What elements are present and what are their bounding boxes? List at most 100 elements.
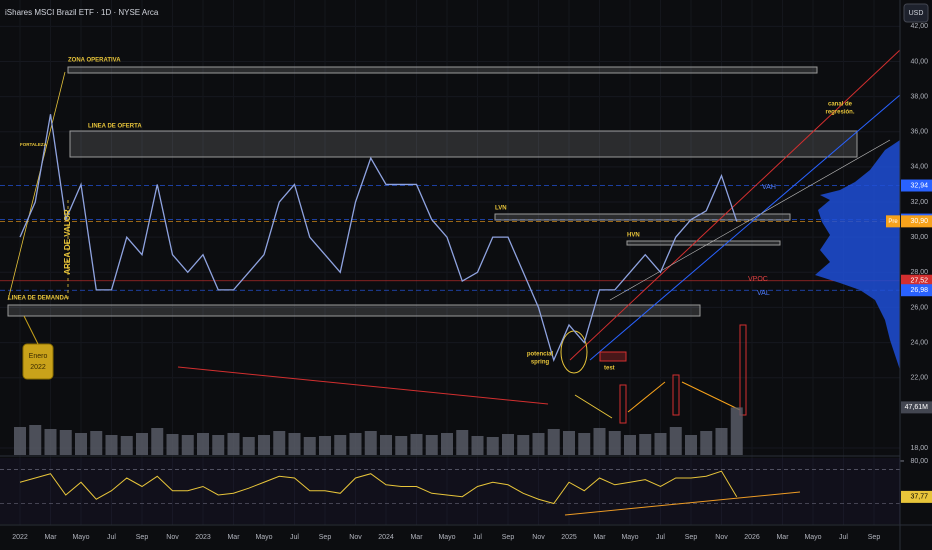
linea-demanda-box: [7, 304, 701, 317]
volume-bar: [669, 427, 682, 455]
x-tick-label: Mar: [410, 534, 423, 541]
y-tick-label: 40,00: [910, 58, 928, 65]
x-tick-label: Jul: [839, 534, 848, 541]
arrow: [177, 366, 549, 405]
volume-bar: [303, 437, 316, 455]
x-tick-label: Sep: [502, 534, 515, 541]
price-label: 27,52: [910, 278, 928, 285]
arrow: [574, 394, 613, 419]
annotation: Enero: [29, 353, 48, 360]
x-tick-label: Nov: [349, 534, 362, 541]
x-tick-label: Mar: [593, 534, 606, 541]
y-tick-label: 32,00: [910, 199, 928, 206]
volume-bar: [212, 435, 225, 455]
volume-bar: [151, 428, 164, 455]
enero-box: [22, 343, 54, 380]
x-tick-label: Mar: [227, 534, 240, 541]
annotation: LINEA DE DEMANDA: [8, 296, 69, 302]
annotation: HVN: [627, 233, 640, 239]
volume-bar: [334, 435, 347, 455]
x-tick-label: Mayo: [255, 534, 272, 541]
volume-bar: [715, 428, 728, 455]
y-tick-label: 28,00: [910, 269, 928, 276]
enero-pointer: [23, 315, 39, 345]
volume-bar: [593, 428, 606, 455]
volume-bar: [685, 435, 697, 455]
chart-title: iShares MSCI Brazil ETF · 1D · NYSE Arca: [5, 8, 159, 17]
volume-bar: [532, 433, 545, 455]
volume-bar: [654, 433, 667, 455]
x-tick-label: Jul: [473, 534, 482, 541]
price-label-box: [901, 215, 932, 228]
currency-button[interactable]: [903, 3, 929, 23]
y-tick-label: 42,00: [910, 23, 928, 30]
annotation: LINEA DE OFERTA: [88, 124, 142, 130]
x-tick-label: Jul: [290, 534, 299, 541]
annotation: FORTALEZA: [20, 142, 48, 147]
volume-bar: [395, 436, 408, 455]
volume-bar: [273, 431, 286, 455]
annotation: canal de: [828, 102, 853, 108]
volume-bar: [730, 407, 743, 455]
volume-bar: [608, 431, 621, 455]
x-tick-label: 2026: [744, 534, 760, 541]
volume-bar: [136, 433, 148, 455]
volume-bar: [624, 435, 636, 455]
volume-bar: [319, 436, 331, 455]
x-tick-label: Mayo: [804, 534, 821, 541]
price-label-box: [901, 274, 932, 287]
volume-bar: [486, 437, 499, 455]
y-tick-label: 34,00: [910, 164, 928, 171]
rsi-label: 37,77: [910, 494, 928, 501]
volume-bar: [410, 434, 423, 455]
volume-bar: [166, 434, 179, 455]
linea-oferta-box: [69, 130, 858, 158]
volume-bar: [502, 434, 514, 455]
x-tick-label: Mayo: [621, 534, 638, 541]
volume-box: [619, 384, 627, 424]
annotation: VAH: [762, 184, 776, 191]
volume-bar: [90, 431, 103, 455]
rsi-tick-label: 80,00: [910, 458, 928, 465]
volume-bar: [578, 433, 591, 455]
pre-box: [886, 215, 900, 228]
x-tick-label: Sep: [868, 534, 881, 541]
volume-bar: [364, 431, 377, 455]
y-tick-label: 18,00: [910, 445, 928, 452]
volume-bar: [44, 429, 57, 455]
price-label-box: [901, 284, 932, 297]
volume-bar: [59, 430, 72, 455]
volume-box: [672, 374, 680, 416]
y-tick-label: 24,00: [910, 339, 928, 346]
price-label: 26,98: [910, 287, 928, 294]
annotation: VAL: [757, 290, 770, 297]
y-tick-label: 22,00: [910, 375, 928, 382]
x-tick-label: Mar: [44, 534, 57, 541]
annotation: test: [604, 366, 615, 372]
rsi-label-box: [901, 490, 932, 503]
volume-label: 47,61M: [905, 404, 929, 411]
volume-bar: [517, 435, 530, 455]
annotation: VPOC: [748, 276, 768, 283]
x-tick-label: Sep: [136, 534, 149, 541]
lvn-box: [494, 213, 791, 221]
x-tick-label: 2023: [195, 534, 211, 541]
volume-bar: [197, 433, 209, 455]
volume-bar: [700, 431, 713, 455]
currency[interactable]: USD: [909, 10, 924, 17]
annotation: AREA DE VALOR: [63, 209, 72, 275]
y-tick-label: 26,00: [910, 304, 928, 311]
x-tick-label: Jul: [107, 534, 116, 541]
price-label: 32,94: [910, 182, 928, 189]
x-tick-label: Mayo: [438, 534, 455, 541]
zona-operativa-box: [67, 66, 818, 74]
volume-bar: [75, 433, 87, 455]
x-tick-label: Sep: [319, 534, 332, 541]
annotation: LVN: [495, 206, 507, 212]
volume-bar: [471, 436, 484, 455]
x-tick-label: Sep: [685, 534, 698, 541]
volume-bar: [120, 436, 133, 455]
x-tick-label: Nov: [532, 534, 545, 541]
zones: [7, 66, 858, 317]
